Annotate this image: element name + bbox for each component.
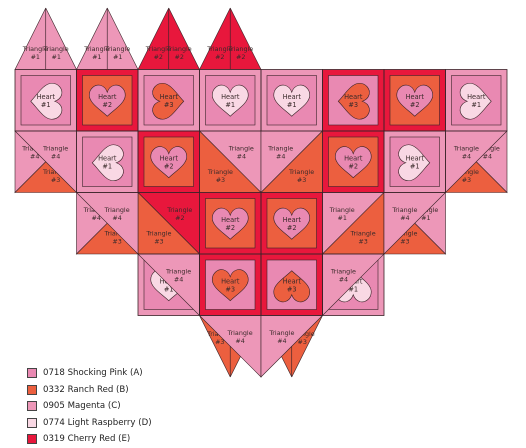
block-label: Triangle#1 (43, 45, 69, 61)
block-label: Triangle#1 (22, 45, 48, 61)
heart-shape (88, 84, 126, 117)
legend-swatch (27, 417, 37, 428)
heart-label: Heart #2 (160, 154, 179, 170)
heart-label: Heart#1 (406, 154, 425, 170)
block-label: Triangle#4 (104, 206, 130, 222)
legend-label: 0774 Light Raspberry (D) (43, 417, 152, 428)
block-outline (322, 253, 385, 316)
heart-shape (273, 207, 311, 240)
block-label: Triangle#4 (165, 267, 191, 283)
heart-shape (273, 84, 311, 117)
triangle-patch (229, 7, 262, 70)
heart-shape (30, 82, 63, 120)
heart-label: Heart #2 (98, 93, 117, 109)
block-label: Triangle#4 (228, 144, 254, 160)
legend-label: 0718 Shocking Pink (A) (43, 368, 143, 379)
heart-label: Heart#1 (98, 154, 117, 170)
legend-item: 0718 Shocking Pink (A) (27, 365, 152, 382)
heart-shape (334, 146, 372, 179)
block-label: Triangle#3 (145, 229, 171, 245)
legend-swatch (27, 434, 37, 445)
heart-shape (211, 84, 249, 117)
heart-label: Heart #2 (406, 93, 425, 109)
legend-label: 0332 Ranch Red (B) (43, 384, 129, 395)
legend-label: 0319 Cherry Red (E) (43, 434, 131, 445)
legend-item: 0774 Light Raspberry (D) (27, 415, 152, 432)
heart-shape (459, 82, 492, 120)
legend-item: 0905 Magenta (C) (27, 398, 152, 415)
heart-shape (396, 84, 434, 117)
heart-label: Heart#1 (467, 93, 486, 109)
heart-label: Heart#1 (37, 93, 56, 109)
triangle-patch (45, 7, 77, 70)
block-label: Triangle#4 (453, 144, 479, 160)
heart-shape (152, 82, 185, 120)
block-label: Triangle#4 (227, 329, 253, 345)
block-label: Triangle#3 (350, 229, 376, 245)
heart-label: Heart #3 (283, 277, 302, 293)
legend-swatch (27, 368, 37, 379)
block-label: Triangle#1 (329, 206, 355, 222)
heart-label: Heart#1 (221, 93, 240, 109)
heart-label: Heart #2 (283, 216, 302, 232)
block-outline (137, 130, 200, 193)
triangle-patch (106, 7, 139, 70)
block-label: Triangle #2 (166, 206, 192, 222)
block-label: Triangle#4 (268, 329, 294, 345)
block-outline (445, 69, 508, 132)
heart-label: Heart #2 (344, 154, 363, 170)
block-label: Triangle#3 (42, 168, 68, 184)
block-label: Triangle #2 (166, 45, 192, 61)
heart-label: Heart #3 (160, 93, 179, 109)
block-label: Triangle#4 (330, 267, 356, 283)
block-label: Triangle#4 (42, 144, 68, 160)
block-label: Triangle #2 (227, 45, 253, 61)
triangle-patch (168, 7, 200, 70)
heart-shape (150, 146, 188, 179)
block-label: Triangle#1 (104, 45, 130, 61)
legend-item: 0332 Ranch Red (B) (27, 382, 152, 399)
block-outline (383, 130, 446, 193)
block-label: Triangle#3 (288, 168, 314, 184)
heart-shape (91, 144, 124, 182)
block-label: Triangle#4 (391, 206, 417, 222)
heart-shape (337, 82, 370, 120)
block-label: Triangle #2 (145, 45, 171, 61)
legend-item: 0319 Cherry Red (E) (27, 431, 152, 448)
heart-label: Heart #3 (344, 93, 363, 109)
heart-label: Heart #2 (221, 216, 240, 232)
block-label: Triangle#3 (207, 168, 233, 184)
block-label: Triangle#4 (267, 144, 293, 160)
legend-label: 0905 Magenta (C) (43, 401, 121, 412)
heart-shape (273, 270, 311, 303)
heart-shape (211, 207, 249, 240)
heart-label: Heart#1 (283, 93, 302, 109)
block-label: Triangle #2 (206, 45, 232, 61)
block-outlines (14, 69, 508, 316)
block-label: Triangle#1 (83, 45, 109, 61)
block-label: Triangle#3 (104, 229, 130, 245)
heart-label: Heart #3 (221, 277, 240, 293)
color-legend: 0718 Shocking Pink (A) 0332 Ranch Red (B)… (27, 365, 152, 448)
heart-shape (398, 144, 431, 182)
legend-swatch (27, 384, 37, 395)
legend-swatch (27, 401, 37, 412)
heart-shape (211, 269, 249, 302)
